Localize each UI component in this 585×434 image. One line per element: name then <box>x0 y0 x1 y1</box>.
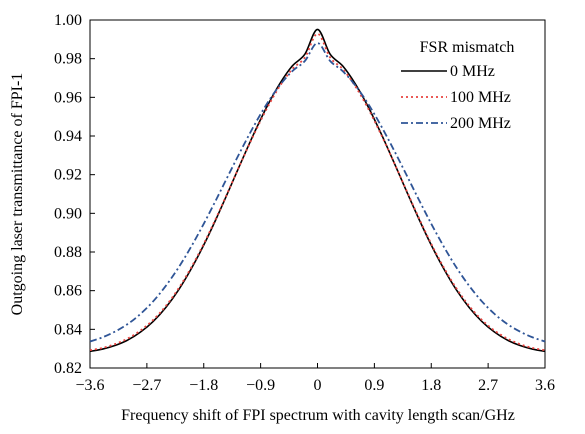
series-line-200-mhz <box>89 42 546 343</box>
y-tick-label: 0.90 <box>54 205 82 222</box>
y-tick-label: 0.88 <box>54 244 82 261</box>
x-tick-labels: −3.6 −2.7 −1.8 −0.9 0 0.9 1.8 2.7 3.6 <box>75 377 555 394</box>
legend-label: 200 MHz <box>450 115 511 132</box>
x-tick-label: −2.7 <box>132 377 161 394</box>
x-axis-title: Frequency shift of FPI spectrum with cav… <box>121 407 515 424</box>
series-line-100-mhz <box>89 32 546 352</box>
x-tick-label: 2.7 <box>478 377 498 394</box>
legend-label: 0 MHz <box>450 63 495 80</box>
x-tick-label: 0 <box>314 377 322 394</box>
legend-title: FSR mismatch <box>420 39 515 56</box>
y-tick-label: 0.86 <box>54 283 82 300</box>
series-layer <box>89 28 546 353</box>
y-ticks <box>90 19 95 369</box>
y-tick-label: 1.00 <box>54 12 82 29</box>
series-line-0-mhz <box>89 28 546 353</box>
x-tick-label: −0.9 <box>246 377 275 394</box>
x-tick-label: 1.8 <box>421 377 441 394</box>
legend: FSR mismatch 0 MHz 100 MHz 200 MHz <box>401 39 514 132</box>
y-tick-label: 0.96 <box>54 89 82 106</box>
y-tick-label: 0.98 <box>54 51 82 68</box>
x-tick-label: −1.8 <box>189 377 218 394</box>
legend-entries: 0 MHz 100 MHz 200 MHz <box>401 63 511 132</box>
y-axis-title: Outgoing laser transmittance of FPI-1 <box>9 73 26 316</box>
y-tick-label: 0.94 <box>54 128 82 145</box>
y-tick-labels: 0.82 0.84 0.86 0.88 0.90 0.92 0.94 0.96 0.98 1.00 <box>54 12 82 377</box>
x-ticks <box>89 363 546 368</box>
x-tick-label: 3.6 <box>535 377 555 394</box>
y-tick-label: 0.92 <box>54 167 82 184</box>
x-tick-label: −3.6 <box>75 377 104 394</box>
x-tick-label: 0.9 <box>364 377 384 394</box>
y-tick-label: 0.82 <box>54 360 82 377</box>
legend-label: 100 MHz <box>450 89 511 106</box>
y-tick-label: 0.84 <box>54 321 82 338</box>
